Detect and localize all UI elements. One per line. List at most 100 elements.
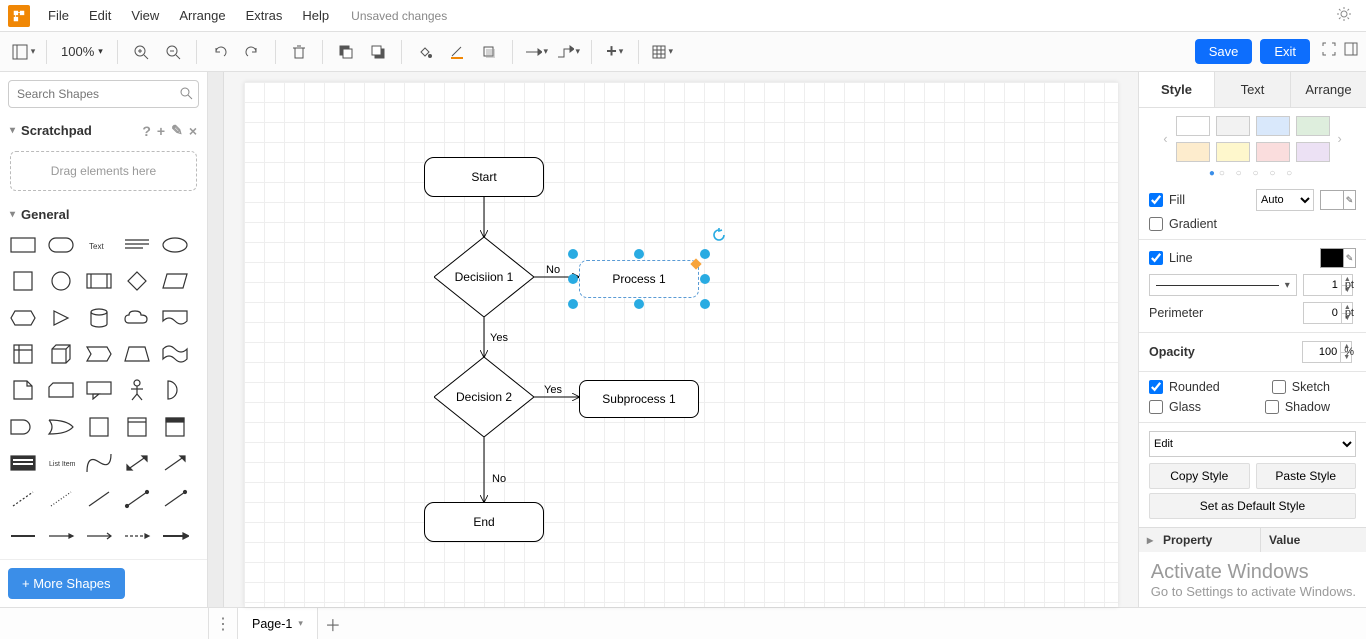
shape-list[interactable] [6, 450, 40, 476]
zoom-select[interactable]: 100%▾ [55, 44, 109, 59]
swatch[interactable] [1256, 116, 1290, 136]
shape-triangle[interactable] [44, 305, 78, 331]
shape-and[interactable] [6, 414, 40, 440]
shape-arrow[interactable] [158, 450, 192, 476]
shape-trapezoid[interactable] [120, 341, 154, 367]
shape-internal-storage[interactable] [6, 341, 40, 367]
glass-checkbox[interactable]: Glass [1149, 400, 1201, 414]
scratchpad-header[interactable]: ▾ Scratchpad ? + ✎ × [0, 116, 207, 145]
line-color-icon[interactable] [442, 37, 472, 67]
shape-line[interactable] [82, 486, 116, 512]
shape-dashed-line[interactable] [6, 486, 40, 512]
table-icon[interactable]: ▾ [647, 37, 677, 67]
more-shapes-button[interactable]: + More Shapes [8, 568, 125, 599]
shape-ellipse[interactable] [158, 232, 192, 258]
help-icon[interactable]: ? [142, 123, 151, 139]
menu-edit[interactable]: Edit [79, 4, 121, 27]
shape-curve[interactable] [82, 450, 116, 476]
shape-hexagon[interactable] [6, 305, 40, 331]
line-color-button[interactable]: ✎ [1320, 248, 1356, 268]
rounded-checkbox[interactable]: Rounded [1149, 380, 1220, 394]
view-dropdown[interactable]: ▾ [8, 37, 38, 67]
selection-handle[interactable] [568, 249, 578, 259]
shape-rect[interactable] [6, 232, 40, 258]
node-start[interactable]: Start [424, 157, 544, 197]
palette-next-icon[interactable]: › [1336, 132, 1344, 146]
line-style-select[interactable]: ▾ [1149, 274, 1297, 296]
node-decision-1[interactable]: Decisiion 1 [434, 237, 534, 317]
selection-handle[interactable] [634, 299, 644, 309]
shape-link-filled[interactable] [158, 523, 192, 549]
general-header[interactable]: ▾ General [0, 201, 207, 228]
shape-link-thick[interactable] [6, 523, 40, 549]
swatch[interactable] [1296, 116, 1330, 136]
menu-extras[interactable]: Extras [236, 4, 293, 27]
palette-prev-icon[interactable]: ‹ [1161, 132, 1169, 146]
shape-text[interactable]: Text [82, 232, 116, 258]
shadow-checkbox[interactable]: Shadow [1265, 400, 1330, 414]
save-button[interactable]: Save [1195, 39, 1253, 64]
to-front-icon[interactable] [331, 37, 361, 67]
connection-icon[interactable]: ▾ [521, 37, 551, 67]
caret-right-icon[interactable]: ▸ [1139, 528, 1155, 552]
shape-step[interactable] [82, 341, 116, 367]
shape-callout[interactable] [82, 377, 116, 403]
search-shapes-input[interactable] [8, 80, 199, 108]
shape-cube[interactable] [44, 341, 78, 367]
selection-handle[interactable] [568, 299, 578, 309]
shape-listitem[interactable]: List Item [44, 450, 78, 476]
shape-circle[interactable] [44, 268, 78, 294]
menu-arrange[interactable]: Arrange [169, 4, 235, 27]
fullscreen-icon[interactable] [1322, 42, 1336, 61]
selection-handle[interactable] [700, 299, 710, 309]
rotate-handle-icon[interactable] [712, 228, 726, 242]
page-tab[interactable]: Page-1▾ [238, 608, 318, 639]
swatch[interactable] [1216, 142, 1250, 162]
gradient-checkbox[interactable]: Gradient [1149, 217, 1217, 231]
sketch-checkbox[interactable]: Sketch [1272, 380, 1330, 394]
menu-view[interactable]: View [121, 4, 169, 27]
set-default-style-button[interactable]: Set as Default Style [1149, 493, 1356, 519]
insert-icon[interactable]: +▾ [600, 37, 630, 67]
shape-cloud[interactable] [120, 305, 154, 331]
shape-textbox[interactable] [120, 232, 154, 258]
zoom-out-icon[interactable] [158, 37, 188, 67]
fill-color-icon[interactable] [410, 37, 440, 67]
waypoint-icon[interactable]: ▾ [553, 37, 583, 67]
swatch[interactable] [1296, 142, 1330, 162]
scratchpad-dropzone[interactable]: Drag elements here [10, 151, 197, 191]
node-subprocess-1[interactable]: Subprocess 1 [579, 380, 699, 418]
pages-menu-icon[interactable]: ⋮ [208, 608, 238, 639]
delete-icon[interactable] [284, 37, 314, 67]
add-page-icon[interactable]: ＋ [318, 612, 348, 636]
shape-container[interactable] [120, 414, 154, 440]
shape-actor[interactable] [120, 377, 154, 403]
menu-help[interactable]: Help [292, 4, 339, 27]
shape-note[interactable] [6, 377, 40, 403]
zoom-in-icon[interactable] [126, 37, 156, 67]
paste-style-button[interactable]: Paste Style [1256, 463, 1357, 489]
shape-halfcircle[interactable] [158, 377, 192, 403]
search-icon[interactable] [179, 86, 193, 105]
swatch[interactable] [1216, 116, 1250, 136]
shape-bidir-arrow[interactable] [120, 450, 154, 476]
to-back-icon[interactable] [363, 37, 393, 67]
shape-diamond[interactable] [120, 268, 154, 294]
shape-roundrect[interactable] [44, 232, 78, 258]
selection-handle[interactable] [634, 249, 644, 259]
swatch[interactable] [1176, 116, 1210, 136]
shape-dotted-line[interactable] [44, 486, 78, 512]
close-icon[interactable]: × [189, 123, 197, 139]
shape-line-dir[interactable] [158, 486, 192, 512]
shape-document[interactable] [158, 305, 192, 331]
shape-square[interactable] [6, 268, 40, 294]
exit-button[interactable]: Exit [1260, 39, 1310, 64]
edit-icon[interactable]: ✎ [171, 122, 183, 139]
shape-datastore[interactable] [82, 414, 116, 440]
undo-icon[interactable] [205, 37, 235, 67]
shape-cylinder[interactable] [82, 305, 116, 331]
shape-line-bidir[interactable] [120, 486, 154, 512]
shape-frame[interactable] [158, 414, 192, 440]
redo-icon[interactable] [237, 37, 267, 67]
fill-mode-select[interactable]: Auto [1256, 189, 1314, 211]
